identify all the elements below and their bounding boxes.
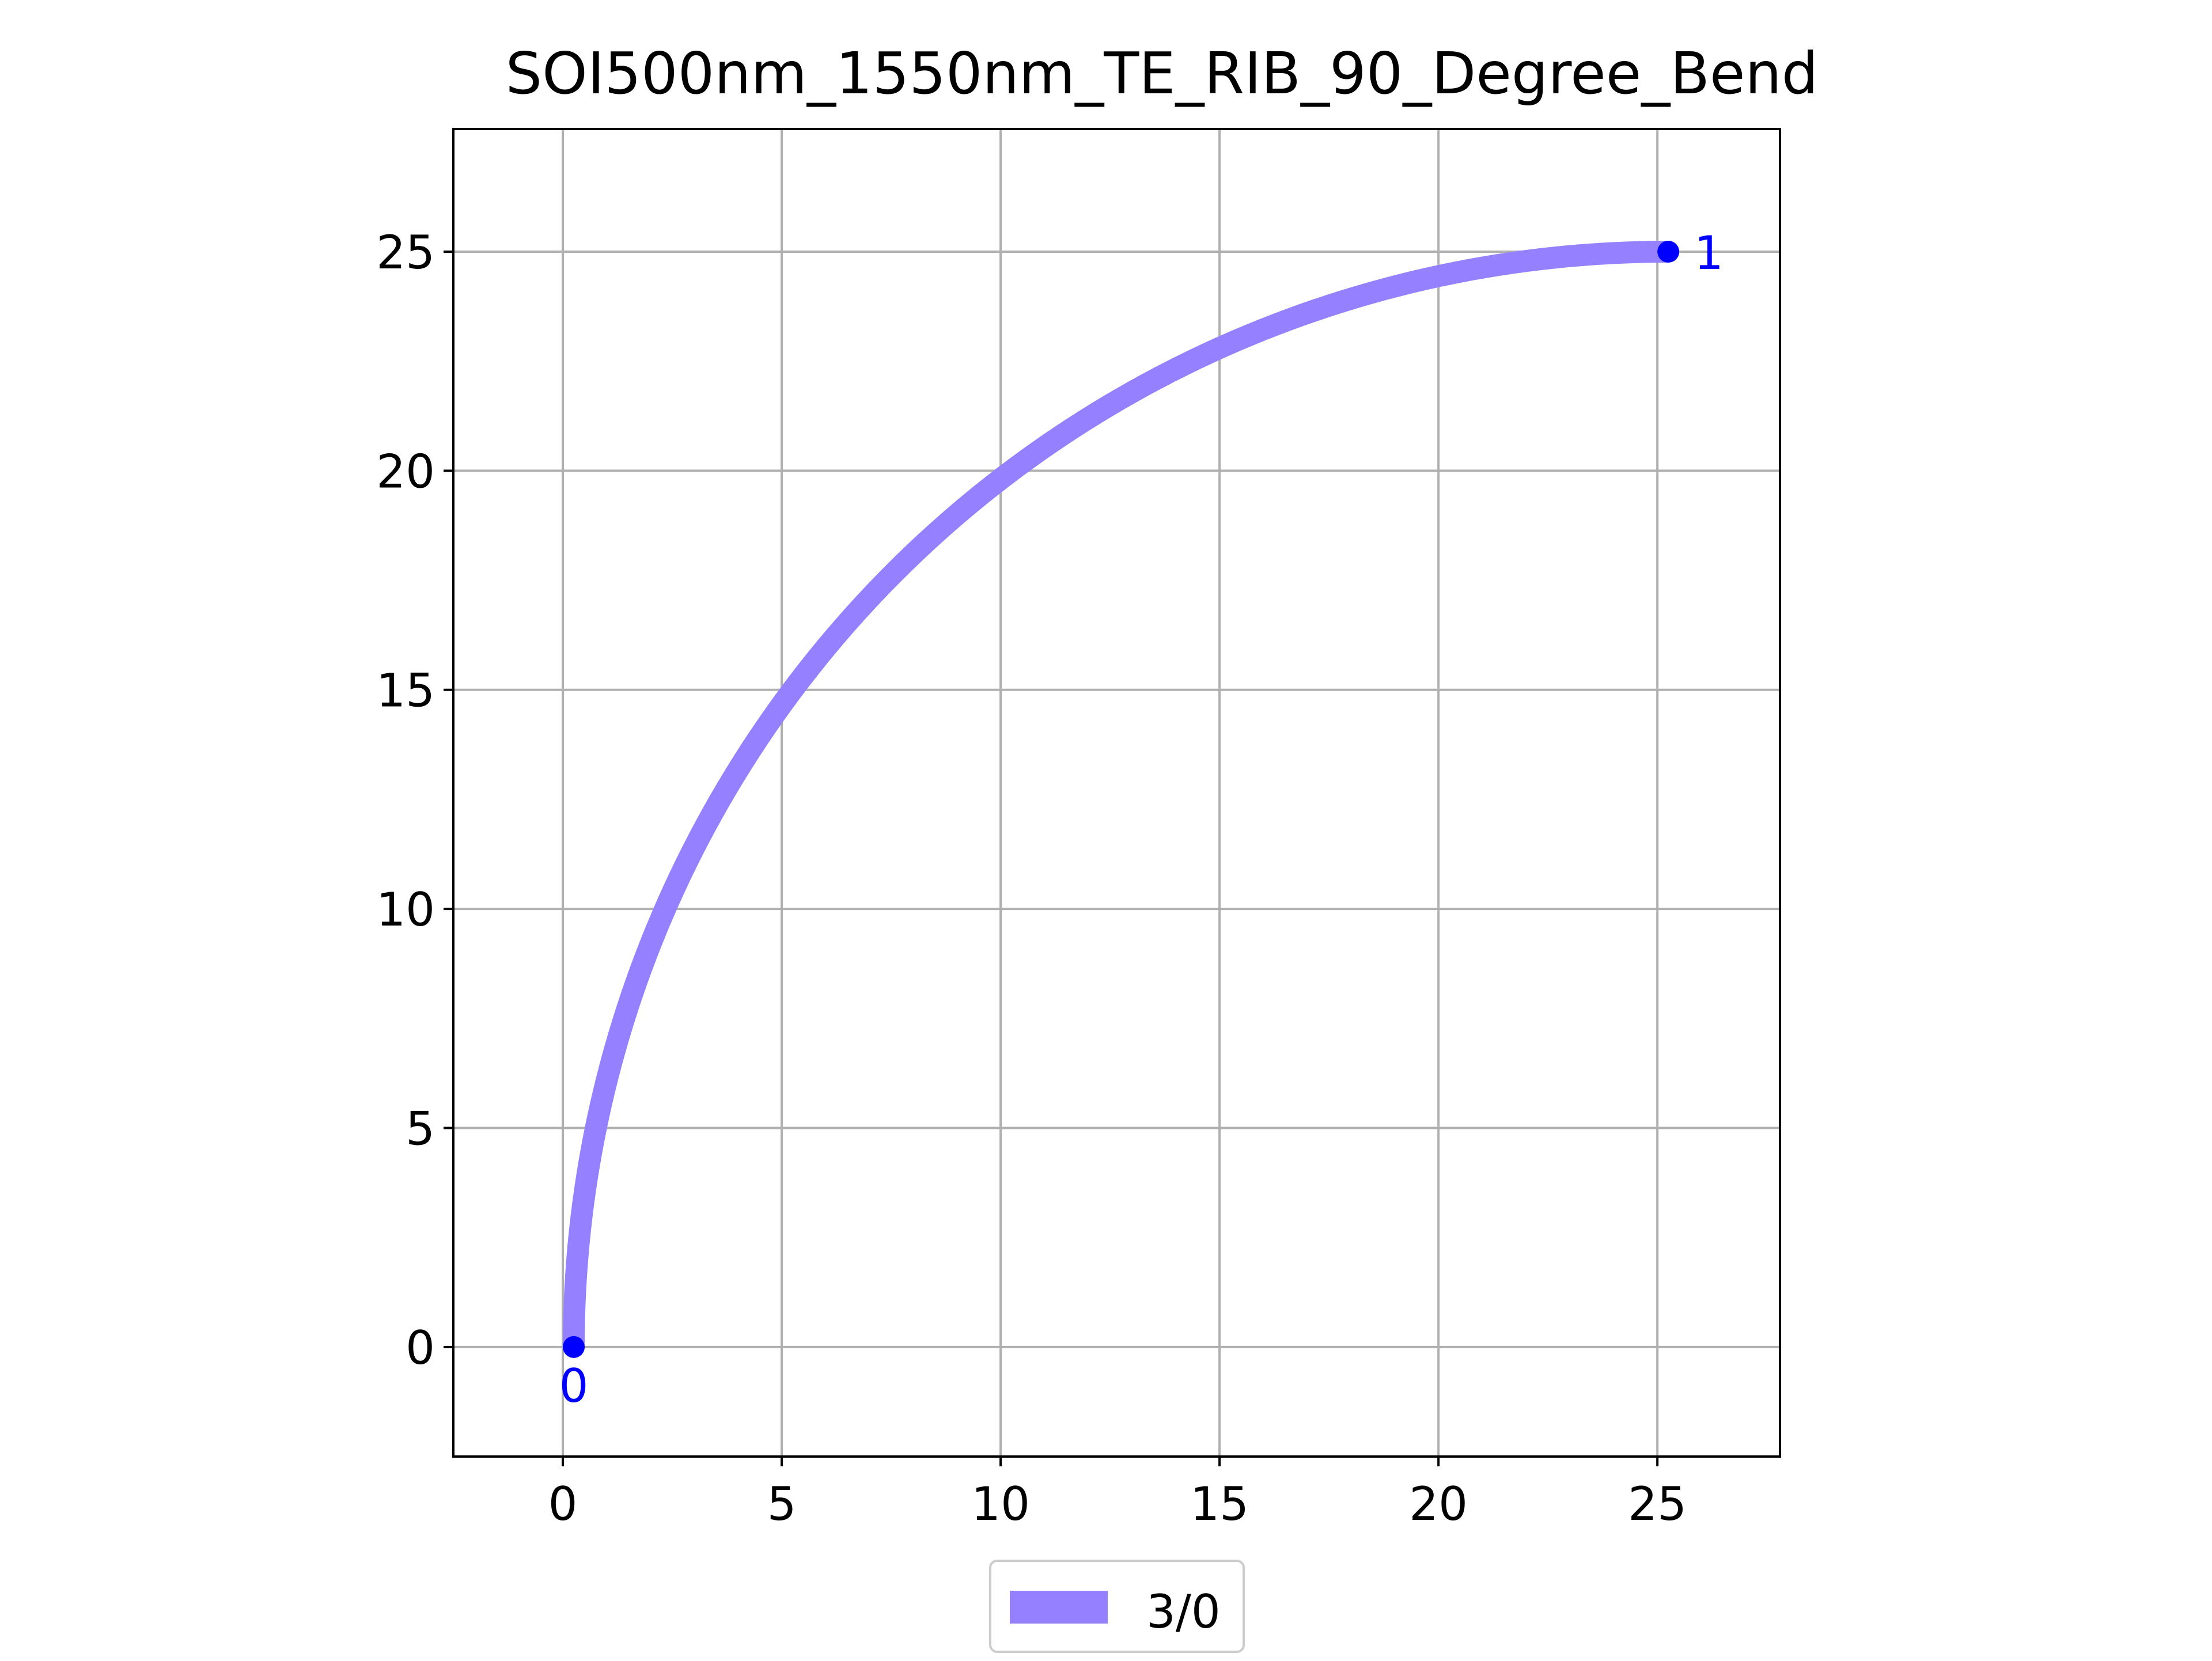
y-tick-label-25: 25 xyxy=(376,226,435,279)
port-label-1: 1 xyxy=(1694,226,1724,280)
x-tick-label-0: 0 xyxy=(548,1477,578,1531)
grid-lines xyxy=(453,129,1780,1457)
chart-title: SOI500nm_1550nm_TE_RIB_90_Degree_Bend xyxy=(506,40,1819,107)
y-tick-label-10: 10 xyxy=(376,883,435,936)
x-tick-label-15: 15 xyxy=(1190,1477,1249,1531)
legend-label-3-0: 3/0 xyxy=(1146,1585,1221,1639)
ports-layer: 01 xyxy=(559,226,1724,1413)
y-tick-label-0: 0 xyxy=(406,1321,435,1375)
port-marker-0 xyxy=(563,1336,585,1358)
port-marker-1 xyxy=(1657,241,1680,263)
y-tick-label-15: 15 xyxy=(376,664,435,718)
plot-frame xyxy=(452,128,1781,1458)
legend: 3/0 xyxy=(989,1560,1245,1653)
legend-box xyxy=(989,1560,1245,1653)
y-tick-label-20: 20 xyxy=(376,445,435,498)
y-tick-label-5: 5 xyxy=(406,1102,435,1155)
legend-swatch xyxy=(1010,1591,1108,1624)
x-tick-label-25: 25 xyxy=(1628,1477,1687,1531)
x-tick-label-5: 5 xyxy=(767,1477,797,1531)
axis-ticks: 0 5 10 15 20 25 0 5 10 15 20 25 xyxy=(376,226,1687,1531)
port-label-0: 0 xyxy=(559,1359,589,1413)
x-tick-label-20: 20 xyxy=(1409,1477,1468,1531)
x-tick-label-10: 10 xyxy=(971,1477,1030,1531)
